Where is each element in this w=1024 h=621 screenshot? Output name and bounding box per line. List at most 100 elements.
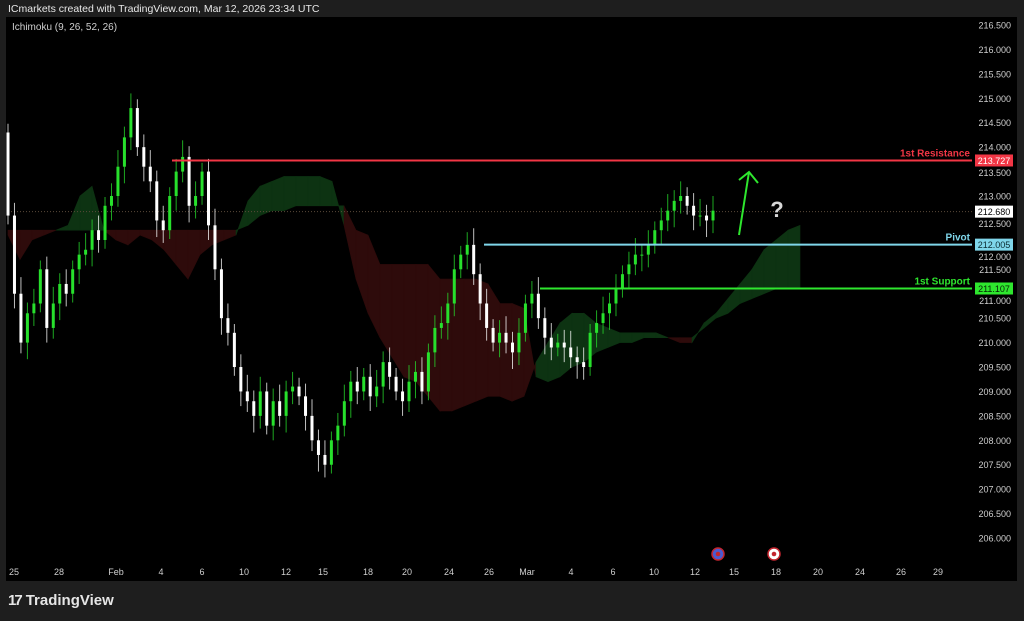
candle-up xyxy=(459,254,463,270)
candle-down xyxy=(510,342,514,353)
cloud-bearish-segment xyxy=(367,234,381,338)
candle-up xyxy=(375,386,379,397)
time-tick-label: Feb xyxy=(108,567,124,577)
candle-up xyxy=(620,274,624,289)
time-tick-label: 28 xyxy=(54,567,64,577)
candle-down xyxy=(368,376,372,397)
brand-name: TradingView xyxy=(25,592,114,609)
candle-up xyxy=(659,220,663,231)
candle-down xyxy=(232,332,236,368)
candle-down xyxy=(187,156,191,206)
candle-down xyxy=(252,401,256,416)
cloud-bearish-segment xyxy=(151,229,165,251)
candle-up xyxy=(595,323,599,333)
candle-down xyxy=(6,132,10,216)
price-tick-label: 214.500 xyxy=(978,118,1011,128)
cloud-bullish-segment xyxy=(307,176,321,207)
candle-up xyxy=(271,401,275,426)
cloud-bullish-segment xyxy=(739,268,753,304)
cloud-bullish-segment xyxy=(283,176,297,212)
candle-down xyxy=(316,440,320,455)
attribution-header: ICmarkets created with TradingView.com, … xyxy=(8,3,320,15)
cloud-bearish-segment xyxy=(355,229,369,314)
candle-down xyxy=(213,225,217,270)
price-tick-label: 210.500 xyxy=(978,314,1011,324)
cloud-bearish-segment xyxy=(391,264,405,378)
candle-up xyxy=(517,332,521,353)
candle-down xyxy=(692,205,696,216)
cloud-bearish-segment xyxy=(223,229,237,241)
candle-down xyxy=(155,181,159,221)
last-price-tag xyxy=(975,205,1013,218)
candle-down xyxy=(45,269,49,328)
cloud-bearish-segment xyxy=(187,229,201,280)
candle-up xyxy=(633,254,637,265)
cloud-bearish-segment xyxy=(379,264,393,359)
time-tick-label: 26 xyxy=(896,567,906,577)
candle-up xyxy=(122,137,126,167)
chart-panel[interactable] xyxy=(6,17,1017,581)
price-tick-label: 206.000 xyxy=(978,534,1011,544)
candle-down xyxy=(310,415,314,441)
cloud-bearish-segment xyxy=(667,337,681,344)
time-tick-label: 10 xyxy=(649,567,659,577)
candle-down xyxy=(569,347,573,358)
candle-up xyxy=(465,244,469,255)
cloud-bullish-segment xyxy=(655,332,669,339)
time-tick-label: 18 xyxy=(771,567,781,577)
candle-up xyxy=(349,381,353,402)
price-tick-label: 211.500 xyxy=(979,265,1011,275)
candle-down xyxy=(304,396,308,416)
cloud-bullish-segment xyxy=(331,181,345,226)
cloud-bearish-segment xyxy=(199,229,213,256)
candle-up xyxy=(200,171,204,197)
level-name-label: 1st Support xyxy=(914,277,970,288)
price-tag xyxy=(975,154,1013,167)
price-tick-label: 215.500 xyxy=(978,69,1011,79)
candle-down xyxy=(388,362,392,377)
price-tag-label: 213.727 xyxy=(978,156,1011,166)
indicator-legend[interactable]: Ichimoku (9, 26, 52, 26) xyxy=(12,22,118,33)
candle-up xyxy=(90,230,94,250)
candle-down xyxy=(245,391,249,402)
last-price-label: 212.680 xyxy=(978,207,1011,217)
candle-up xyxy=(588,332,592,368)
cloud-bullish-segment xyxy=(319,176,333,207)
candle-up xyxy=(407,381,411,402)
candle-up xyxy=(71,269,75,294)
candle-up xyxy=(329,440,333,465)
price-tick-label: 210.000 xyxy=(978,338,1011,348)
candle-down xyxy=(148,166,152,182)
cloud-bullish-segment xyxy=(763,239,777,295)
price-tick-label: 208.500 xyxy=(978,411,1011,421)
candle-down xyxy=(135,108,139,148)
candle-up xyxy=(601,313,605,324)
candle-down xyxy=(297,386,301,397)
cloud-bullish-segment xyxy=(691,321,705,344)
candle-up xyxy=(614,288,618,304)
cloud-bullish-segment xyxy=(631,332,645,344)
cloud-bearish-segment xyxy=(139,229,153,241)
candle-up xyxy=(433,327,437,353)
candle-up xyxy=(174,171,178,197)
up-arrow-head-icon xyxy=(738,170,759,184)
candle-up xyxy=(342,401,346,426)
candle-down xyxy=(278,401,282,416)
time-tick-label: 6 xyxy=(199,567,204,577)
time-tick-label: 12 xyxy=(281,567,291,577)
cloud-bearish-segment xyxy=(31,229,45,241)
cloud-bullish-segment xyxy=(535,341,549,383)
candle-up xyxy=(666,210,670,221)
up-arrow-icon xyxy=(738,171,750,236)
candle-up xyxy=(77,254,81,270)
candle-up xyxy=(336,425,340,441)
candle-down xyxy=(323,454,327,465)
cloud-bullish-segment xyxy=(271,176,285,211)
candle-down xyxy=(549,337,553,348)
candle-down xyxy=(64,283,68,294)
candle-up xyxy=(168,196,172,231)
candle-up xyxy=(439,323,443,328)
candle-up xyxy=(698,215,702,217)
cloud-bearish-segment xyxy=(343,205,357,280)
